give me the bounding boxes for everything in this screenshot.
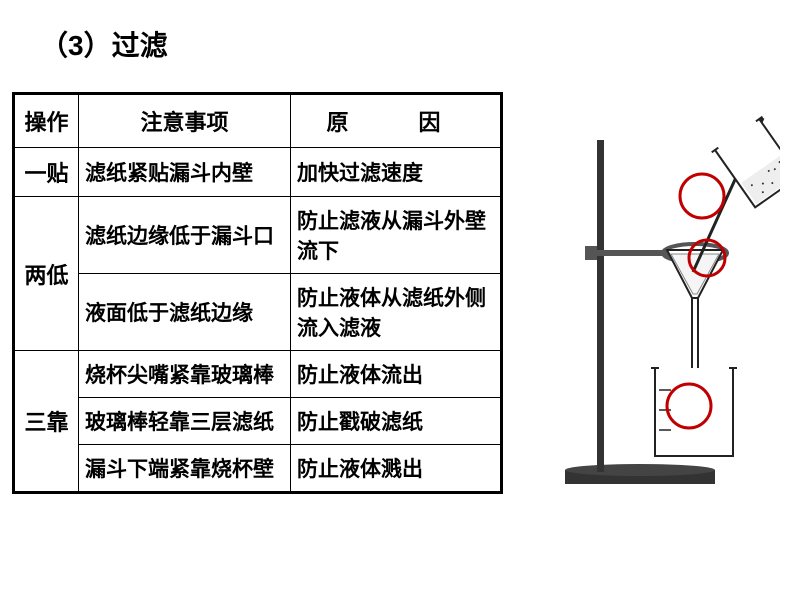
note-cell: 漏斗下端紧靠烧杯壁 bbox=[79, 445, 291, 492]
table-row: 玻璃棒轻靠三层滤纸 防止戳破滤纸 bbox=[15, 398, 501, 445]
filtration-diagram bbox=[555, 100, 780, 530]
table-row: 两低 滤纸边缘低于漏斗口 防止滤液从漏斗外壁流下 bbox=[15, 197, 501, 274]
reason-cell: 防止滤液从漏斗外壁流下 bbox=[291, 197, 501, 274]
stand-rod bbox=[597, 140, 604, 472]
reason-cell: 加快过滤速度 bbox=[291, 148, 501, 197]
stand-base-round bbox=[565, 464, 715, 476]
op-cell: 一贴 bbox=[15, 148, 79, 197]
note-cell: 液面低于滤纸边缘 bbox=[79, 274, 291, 351]
section-title: （3）过滤 bbox=[40, 24, 168, 64]
note-cell: 烧杯尖嘴紧靠玻璃棒 bbox=[79, 351, 291, 398]
reason-cell: 防止液体溅出 bbox=[291, 445, 501, 492]
highlight-circle-icon bbox=[680, 174, 724, 218]
filtration-table: 操作 注意事项 原 因 一贴 滤纸紧贴漏斗内壁 加快过滤速度 两低 滤纸边缘低于… bbox=[12, 92, 503, 494]
table-row: 一贴 滤纸紧贴漏斗内壁 加快过滤速度 bbox=[15, 148, 501, 197]
beaker bbox=[651, 368, 737, 456]
table-header-row: 操作 注意事项 原 因 bbox=[15, 95, 501, 148]
op-cell: 三靠 bbox=[15, 351, 79, 492]
reason-cell: 防止戳破滤纸 bbox=[291, 398, 501, 445]
pouring-beaker bbox=[712, 117, 780, 210]
header-reason: 原 因 bbox=[291, 95, 501, 148]
reason-cell: 防止液体流出 bbox=[291, 351, 501, 398]
header-operation: 操作 bbox=[15, 95, 79, 148]
reason-cell: 防止液体从滤纸外侧流入滤液 bbox=[291, 274, 501, 351]
clamp-knob bbox=[585, 246, 597, 260]
header-note: 注意事项 bbox=[79, 95, 291, 148]
table-row: 液面低于滤纸边缘 防止液体从滤纸外侧流入滤液 bbox=[15, 274, 501, 351]
note-cell: 滤纸紧贴漏斗内壁 bbox=[79, 148, 291, 197]
note-cell: 滤纸边缘低于漏斗口 bbox=[79, 197, 291, 274]
table-row: 漏斗下端紧靠烧杯壁 防止液体溅出 bbox=[15, 445, 501, 492]
table-row: 三靠 烧杯尖嘴紧靠玻璃棒 防止液体流出 bbox=[15, 351, 501, 398]
op-cell: 两低 bbox=[15, 197, 79, 351]
note-cell: 玻璃棒轻靠三层滤纸 bbox=[79, 398, 291, 445]
